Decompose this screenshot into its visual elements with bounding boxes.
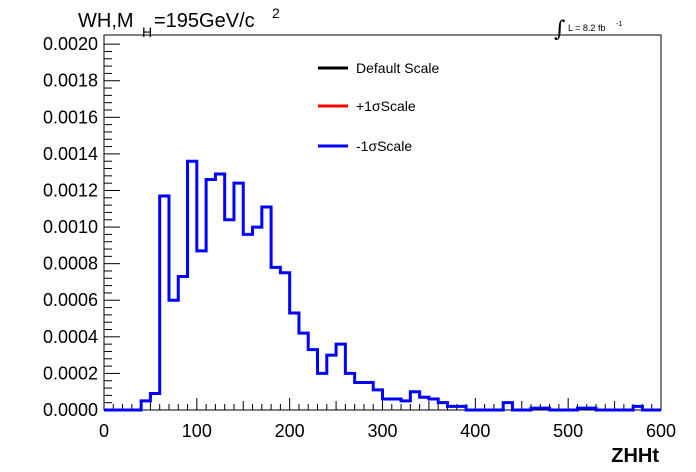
y-tick-label: 0.0020 [43, 34, 98, 54]
x-tick-label: 0 [99, 421, 109, 441]
legend-label-minus1sigma: -1σScale [356, 138, 412, 154]
legend-label-default: Default Scale [356, 60, 439, 76]
x-tick-label: 100 [182, 421, 212, 441]
integral-symbol: ∫ [554, 17, 566, 42]
title-prefix: WH,M [78, 10, 134, 32]
y-tick-label: 0.0012 [43, 180, 98, 200]
title: WH,M H =195GeV/c 2 [78, 5, 280, 40]
y-tick-label: 0.0000 [43, 400, 98, 420]
x-tick-label: 300 [367, 421, 397, 441]
x-tick-label: 500 [553, 421, 583, 441]
x-axis-label: ZHHt [611, 445, 659, 467]
x-axis: 0 100 200 300 400 500 600 [99, 398, 676, 441]
legend: Default Scale +1σScale -1σScale [318, 60, 439, 154]
x-tick-label: 200 [275, 421, 305, 441]
y-axis: 0.0000 0.0002 0.0004 0.0006 0.0008 0.0010 0.00… [43, 34, 120, 420]
y-tick-label: 0.0016 [43, 107, 98, 127]
y-tick-label: 0.0008 [43, 254, 98, 274]
x-tick-label: 400 [460, 421, 490, 441]
title-middle: =195GeV/c [154, 10, 255, 32]
x-tick-label: 600 [646, 421, 676, 441]
lumi-text: L = 8.2 fb [568, 23, 605, 33]
y-tick-label: 0.0018 [43, 71, 98, 91]
y-tick-label: 0.0002 [43, 363, 98, 383]
lumi-superscript: -1 [616, 21, 622, 28]
title-subscript: H [142, 24, 152, 40]
y-tick-label: 0.0010 [43, 217, 98, 237]
legend-label-plus1sigma: +1σScale [356, 98, 416, 114]
y-tick-label: 0.0014 [43, 144, 98, 164]
series-line-minus1sigma [104, 159, 661, 412]
title-superscript: 2 [272, 5, 280, 21]
y-tick-label: 0.0006 [43, 290, 98, 310]
y-tick-label: 0.0004 [43, 327, 98, 347]
luminosity-label: ∫ L = 8.2 fb -1 [554, 17, 622, 42]
